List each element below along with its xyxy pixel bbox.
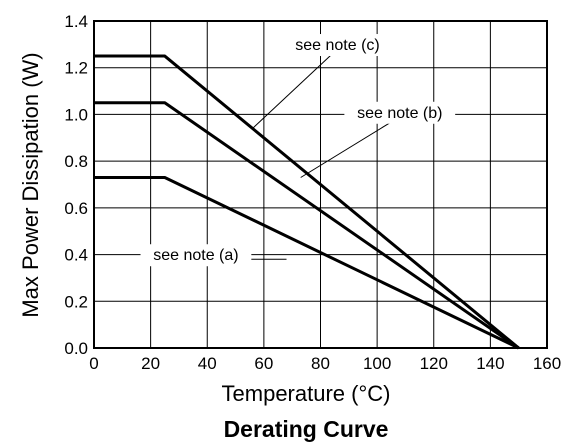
y-tick-label: 0.2	[64, 292, 88, 311]
annotation-label: see note (c)	[295, 37, 379, 54]
y-tick-label: 0.6	[64, 199, 88, 218]
y-tick-label: 0.8	[64, 152, 88, 171]
y-tick-label: 1.4	[64, 12, 88, 31]
y-tick-label: 0.4	[64, 246, 88, 265]
plot-frame	[93, 20, 548, 349]
x-tick-label: 140	[476, 354, 504, 373]
x-tick-label: 40	[198, 354, 217, 373]
annotation-label: see note (b)	[357, 105, 442, 122]
x-tick-label: 100	[363, 354, 391, 373]
x-tick-label: 80	[311, 354, 330, 373]
annotation-leader-line	[300, 116, 401, 178]
y-axis-label: Max Power Dissipation (W)	[18, 52, 43, 317]
annotation-label-background	[282, 34, 393, 57]
x-tick-label: 120	[420, 354, 448, 373]
x-tick-label: 60	[254, 354, 273, 373]
x-tick-label: 20	[141, 354, 160, 373]
y-tick-label: 1.0	[64, 105, 88, 124]
y-tick-label: 0.0	[64, 339, 88, 358]
derating-series-line	[94, 101, 520, 350]
series-layer	[94, 54, 520, 350]
annotation-label-background	[344, 101, 456, 124]
tick-layer: 0 20 40 60 80 100 120 140 160 0.0 0.2 0.4 0.6 0.8 1.0 1…	[64, 12, 561, 373]
y-tick-label: 1.2	[64, 59, 88, 78]
x-axis-label: Temperature (°C)	[222, 381, 391, 406]
annotation-layer: see note (c) see note (b) see note (a)	[140, 34, 456, 267]
annotation-leader-line	[252, 48, 338, 129]
chart-title: Derating Curve	[224, 416, 389, 442]
annotation-label-background	[140, 244, 252, 267]
derating-series-line	[94, 175, 520, 350]
x-tick-label: 160	[533, 354, 561, 373]
derating-series-line	[94, 54, 520, 350]
annotation-label: see note (a)	[153, 247, 238, 264]
x-tick-label: 0	[89, 354, 98, 373]
